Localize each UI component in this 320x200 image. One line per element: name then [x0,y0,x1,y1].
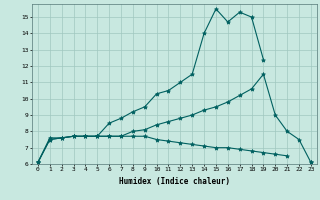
X-axis label: Humidex (Indice chaleur): Humidex (Indice chaleur) [119,177,230,186]
